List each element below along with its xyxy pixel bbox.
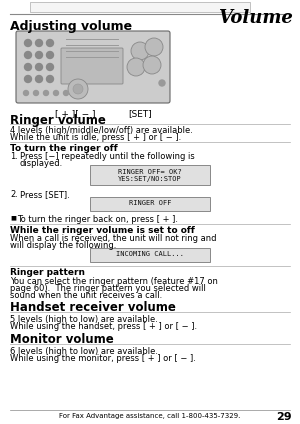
Circle shape (35, 64, 43, 70)
Text: page 60).  The ringer pattern you selected will: page 60). The ringer pattern you selecte… (10, 284, 206, 293)
Circle shape (25, 51, 32, 59)
Text: Monitor volume: Monitor volume (10, 333, 114, 346)
Circle shape (25, 39, 32, 47)
Circle shape (131, 42, 149, 60)
Circle shape (46, 51, 53, 59)
Circle shape (46, 75, 53, 83)
Text: Ringer pattern: Ringer pattern (10, 268, 85, 277)
Text: Volume: Volume (218, 9, 293, 27)
Circle shape (143, 56, 161, 74)
Text: For Fax Advantage assistance, call 1-800-435-7329.: For Fax Advantage assistance, call 1-800… (59, 413, 241, 419)
Text: While the ringer volume is set to off: While the ringer volume is set to off (10, 226, 195, 235)
Text: 4 levels (high/middle/low/off) are available.: 4 levels (high/middle/low/off) are avail… (10, 126, 193, 135)
FancyBboxPatch shape (90, 248, 210, 262)
Text: displayed.: displayed. (20, 159, 63, 168)
Circle shape (145, 38, 163, 56)
Text: While using the handset, press [ + ] or [ − ].: While using the handset, press [ + ] or … (10, 322, 197, 331)
Circle shape (44, 90, 49, 95)
Text: sound when the unit receives a call.: sound when the unit receives a call. (10, 291, 162, 300)
Circle shape (68, 79, 88, 99)
Circle shape (23, 90, 28, 95)
Text: While using the monitor, press [ + ] or [ − ].: While using the monitor, press [ + ] or … (10, 354, 196, 363)
Text: [SET]: [SET] (128, 109, 152, 118)
Circle shape (25, 75, 32, 83)
Text: RINGER OFF= OK?: RINGER OFF= OK? (118, 169, 182, 175)
Text: Press [SET].: Press [SET]. (20, 190, 70, 199)
Text: 5 levels (high to low) are available.: 5 levels (high to low) are available. (10, 315, 158, 324)
Text: will display the following.: will display the following. (10, 241, 116, 250)
Circle shape (64, 90, 68, 95)
Text: INCOMING CALL...: INCOMING CALL... (116, 251, 184, 257)
Text: 1.: 1. (10, 152, 18, 161)
Text: You can select the ringer pattern (feature #17 on: You can select the ringer pattern (featu… (10, 277, 218, 286)
Circle shape (53, 90, 58, 95)
Circle shape (35, 51, 43, 59)
Text: When a call is received, the unit will not ring and: When a call is received, the unit will n… (10, 234, 217, 243)
Circle shape (73, 84, 83, 94)
Text: 6 levels (high to low) are available.: 6 levels (high to low) are available. (10, 347, 158, 356)
Circle shape (46, 39, 53, 47)
Circle shape (34, 90, 38, 95)
Text: While the unit is idle, press [ + ] or [ − ].: While the unit is idle, press [ + ] or [… (10, 133, 181, 142)
FancyBboxPatch shape (90, 197, 210, 211)
Text: Adjusting volume: Adjusting volume (10, 20, 132, 33)
Text: RINGER OFF: RINGER OFF (129, 200, 171, 206)
Text: Handset receiver volume: Handset receiver volume (10, 301, 176, 314)
Text: [ + ][ − ]: [ + ][ − ] (55, 109, 95, 118)
Circle shape (35, 75, 43, 83)
Text: ■: ■ (10, 215, 16, 220)
Text: To turn the ringer off: To turn the ringer off (10, 144, 118, 153)
Circle shape (46, 64, 53, 70)
Text: To turn the ringer back on, press [ + ].: To turn the ringer back on, press [ + ]. (17, 215, 178, 224)
FancyBboxPatch shape (16, 31, 170, 103)
Text: 2.: 2. (10, 190, 18, 199)
Text: YES:SET/NO:STOP: YES:SET/NO:STOP (118, 176, 182, 182)
FancyBboxPatch shape (30, 2, 250, 12)
Circle shape (25, 64, 32, 70)
Text: 29: 29 (276, 412, 292, 422)
FancyBboxPatch shape (90, 165, 210, 185)
Circle shape (35, 39, 43, 47)
Circle shape (127, 58, 145, 76)
Text: Ringer volume: Ringer volume (10, 114, 106, 127)
FancyBboxPatch shape (61, 48, 123, 84)
Circle shape (159, 80, 165, 86)
Text: Press [−] repeatedly until the following is: Press [−] repeatedly until the following… (20, 152, 195, 161)
